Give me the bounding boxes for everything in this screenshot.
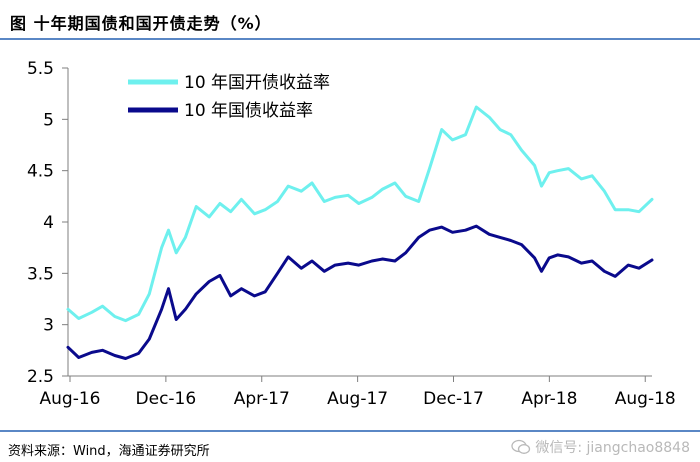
source-bar: 资料来源：Wind，海通证券研究所 微信号: jiangchao8848: [0, 430, 700, 462]
figure-title-bar: 图 十年期国债和国开债走势（%）: [0, 0, 700, 40]
x-tick-label: Aug-17: [327, 389, 388, 409]
line-chart: 2.5 3 3.5 4 4.5 5 5.5 Aug-16 Dec-16 Apr-17 Aug-17 D…: [27, 59, 676, 409]
legend-label: 10 年国债收益率: [184, 101, 313, 121]
source-note: 资料来源：Wind，海通证券研究所: [8, 444, 210, 459]
chart-area: 2.5 3 3.5 4 4.5 5 5.5 Aug-16 Dec-16 Apr-17 Aug-17 D…: [0, 40, 700, 430]
wechat-icon: [511, 439, 531, 455]
watermark: 微信号: jiangchao8848: [511, 437, 690, 457]
y-tick-label: 3: [43, 316, 54, 336]
x-tick-label: Apr-18: [521, 389, 577, 409]
series-line-govt-yield: [66, 224, 654, 360]
x-tick-label: Aug-16: [40, 389, 101, 409]
figure-title: 图 十年期国债和国开债走势（%）: [10, 14, 272, 33]
y-tick-label: 4: [43, 213, 54, 233]
y-tick-label: 4.5: [27, 162, 54, 182]
x-tick-label: Apr-17: [234, 389, 290, 409]
x-tick-label: Aug-18: [615, 389, 676, 409]
x-tick-label: Dec-17: [423, 389, 484, 409]
chart-axes: 2.5 3 3.5 4 4.5 5 5.5 Aug-16 Dec-16 Apr-17 Aug-17 D…: [27, 59, 676, 409]
y-tick-label: 5: [43, 110, 54, 130]
chart-lines: [66, 105, 654, 360]
watermark-text: 微信号: jiangchao8848: [535, 440, 690, 456]
x-tick-label: Dec-16: [136, 389, 197, 409]
y-tick-label: 3.5: [27, 264, 54, 284]
legend-label: 10 年国开债收益率: [184, 73, 330, 93]
series-line-cdb-yield: [66, 105, 654, 323]
chart-legend: 10 年国开债收益率 10 年国债收益率: [128, 73, 330, 121]
y-tick-label: 5.5: [27, 59, 54, 79]
y-tick-label: 2.5: [27, 367, 54, 387]
